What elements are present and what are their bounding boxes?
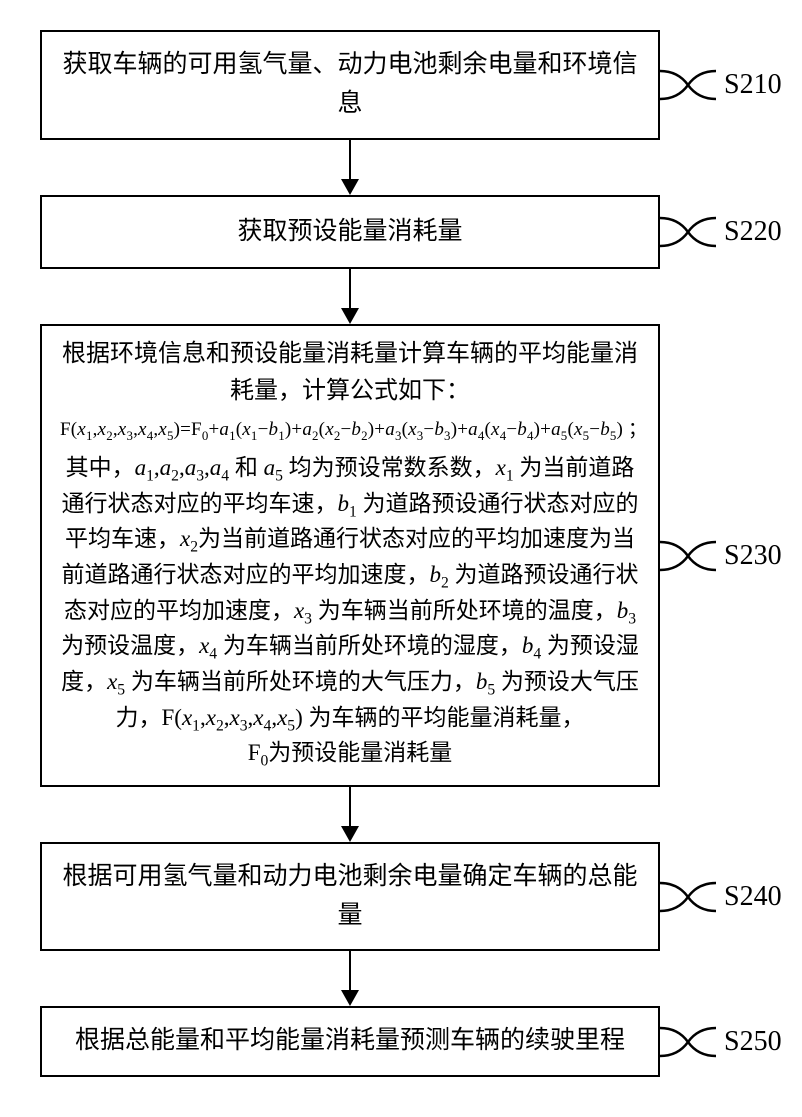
connector-curve (660, 528, 716, 584)
step-label: S230 (724, 540, 782, 572)
step-text: 获取预设能量消耗量 (237, 218, 462, 245)
step-label: S220 (724, 216, 782, 248)
step-label: S210 (724, 69, 782, 101)
connector-curve (660, 869, 716, 925)
step-text: 根据总能量和平均能量消耗量预测车辆的续驶里程 (75, 1027, 625, 1054)
connector-curve (660, 1014, 716, 1070)
step-intro: 根据环境信息和预设能量消耗量计算车辆的平均能量消耗量，计算公式如下： (60, 336, 640, 410)
step-row: 获取预设能量消耗量 S220 (0, 195, 802, 270)
arrow-down (40, 951, 660, 1006)
arrow-down (40, 269, 660, 324)
step-text: 获取车辆的可用氢气量、动力电池剩余电量和环境信息 (62, 51, 637, 117)
connector-curve (660, 57, 716, 113)
connector-curve (660, 204, 716, 260)
arrow-head-icon (341, 308, 359, 324)
step-text: 根据可用氢气量和动力电池剩余电量确定车辆的总能量 (62, 863, 637, 929)
step-box-s220: 获取预设能量消耗量 (40, 195, 660, 270)
arrow-head-icon (341, 990, 359, 1006)
step-formula: F(x1,x2,x3,x4,x5)=F0+a1(x1−b1)+a2(x2−b2)… (60, 415, 640, 444)
flowchart: 获取车辆的可用氢气量、动力电池剩余电量和环境信息 S210 获取预设能量消耗量 … (0, 30, 802, 1077)
step-box-s210: 获取车辆的可用氢气量、动力电池剩余电量和环境信息 (40, 30, 660, 140)
step-row: 根据总能量和平均能量消耗量预测车辆的续驶里程 S250 (0, 1006, 802, 1077)
step-row: 根据可用氢气量和动力电池剩余电量确定车辆的总能量 S240 (0, 842, 802, 952)
arrow-down (40, 140, 660, 195)
arrow-head-icon (341, 179, 359, 195)
step-desc: 其中，a1,a2,a3,a4 和 a5 均为预设常数系数，x1 为当前道路通行状… (60, 450, 640, 771)
step-box-s230: 根据环境信息和预设能量消耗量计算车辆的平均能量消耗量，计算公式如下： F(x1,… (40, 324, 660, 787)
step-label: S240 (724, 881, 782, 913)
arrow-head-icon (341, 826, 359, 842)
step-box-s250: 根据总能量和平均能量消耗量预测车辆的续驶里程 (40, 1006, 660, 1077)
step-row: 获取车辆的可用氢气量、动力电池剩余电量和环境信息 S210 (0, 30, 802, 140)
arrow-down (40, 787, 660, 842)
step-box-s240: 根据可用氢气量和动力电池剩余电量确定车辆的总能量 (40, 842, 660, 952)
step-row: 根据环境信息和预设能量消耗量计算车辆的平均能量消耗量，计算公式如下： F(x1,… (0, 324, 802, 787)
step-label: S250 (724, 1026, 782, 1058)
